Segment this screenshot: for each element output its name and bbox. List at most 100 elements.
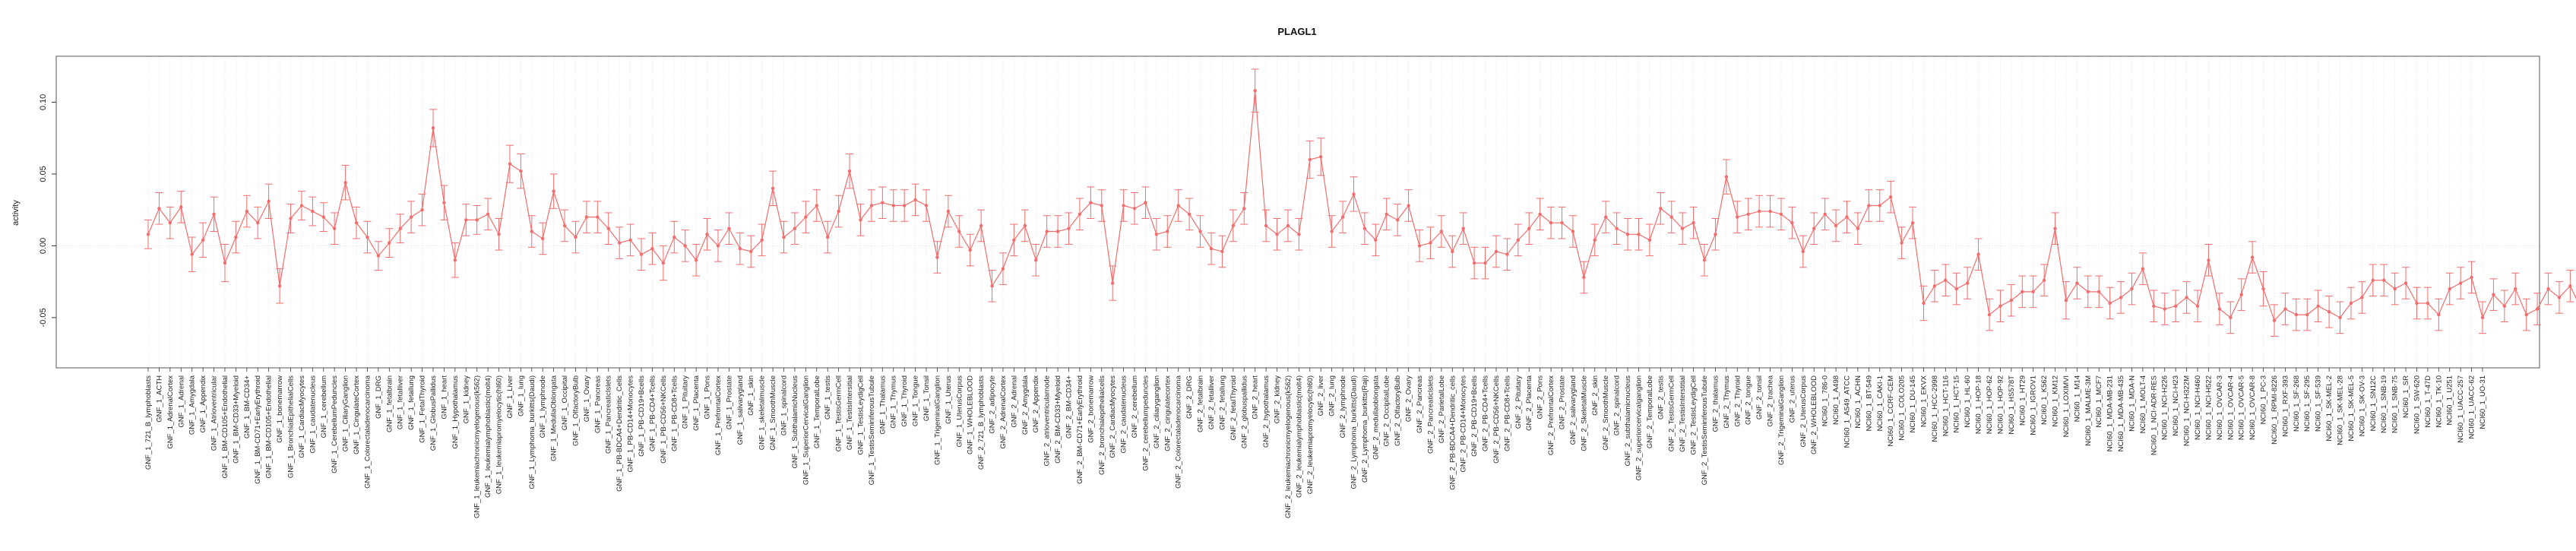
data-point	[541, 236, 545, 241]
x-tick-label: GNF_2_Lymphoma_burkitts(Raji)	[1361, 375, 1369, 483]
data-point	[957, 230, 961, 233]
x-tick-label: NCI60_1_NCI-ADR-RES	[2150, 375, 2158, 455]
y-tick-label: -0.05	[39, 308, 48, 327]
activity-line	[147, 90, 2576, 321]
data-point	[694, 258, 698, 262]
x-tick-label: NCI60_1_MDA-N	[2128, 375, 2136, 432]
data-point	[1461, 226, 1465, 230]
x-tick-label: NCI60_1_NCI-H460	[2194, 375, 2202, 440]
x-tick-label: GNF_2_Pituitary	[1514, 375, 1523, 429]
x-tick-label: GNF_1_Pituitary	[682, 375, 690, 429]
data-point	[2021, 290, 2024, 294]
x-tick-label: GNF_2_Ovary	[1405, 375, 1413, 422]
data-point	[606, 226, 610, 230]
data-point	[968, 248, 972, 252]
x-tick-label: GNF_1_fetalliver	[397, 375, 405, 429]
x-tick-label: NCI60_1_A498	[1832, 375, 1840, 425]
data-point	[1560, 220, 1564, 225]
x-tick-label: GNF_1_leukemialymphoblastic(molt4)	[484, 375, 492, 498]
data-point	[552, 189, 555, 193]
data-point	[1878, 204, 1881, 207]
x-tick-label: GNF_1_Occipital	[561, 375, 569, 430]
x-tick-label: NCI60_1_M14	[2073, 375, 2081, 422]
data-point	[398, 226, 402, 230]
data-point	[2195, 304, 2200, 308]
data-point	[2239, 293, 2243, 296]
x-tick-label: NCI60_1_MDA-MB-435	[2117, 375, 2125, 451]
x-tick-label: GNF_1_TestisIntersitial	[846, 375, 854, 450]
data-point	[442, 201, 446, 204]
data-point	[1176, 204, 1180, 207]
data-point	[2108, 301, 2112, 306]
y-tick-label: 0.10	[39, 94, 48, 110]
x-tick-label: GNF_1_Pons	[704, 375, 712, 420]
data-point	[277, 284, 282, 288]
x-tick-label: NCI60_1_OVCAR-5	[2238, 375, 2246, 440]
data-point	[1429, 241, 1432, 245]
data-point	[815, 204, 818, 207]
x-tick-label: GNF_1_PB-CD4+Tcells	[648, 375, 657, 451]
x-tick-label: GNF_1_TrigeminalGanglion	[933, 375, 941, 465]
x-tick-label: GNF_1_PrefrontalCortex	[714, 375, 723, 455]
y-tick-label: 0.05	[39, 166, 48, 182]
data-point	[1231, 223, 1236, 228]
data-point	[1132, 207, 1137, 211]
data-point	[2426, 301, 2430, 306]
x-tick-label: GNF_2_UterusCorpus	[1799, 375, 1808, 448]
data-point	[1417, 244, 1422, 248]
x-tick-label: GNF_2_leukemiachronicmyelogenous(k562)	[1284, 375, 1293, 518]
x-tick-label: GNF_2_TrigeminalGanglion	[1777, 375, 1786, 465]
x-tick-label: GNF_2_superiorcervicalganglion	[1635, 375, 1643, 480]
data-point	[2415, 301, 2419, 306]
data-point	[267, 199, 271, 204]
data-point	[628, 238, 632, 242]
data-point	[2381, 278, 2386, 282]
x-tick-label: GNF_2_TestisSeminiferousTubule	[1701, 375, 1709, 485]
x-tick-label: GNF_1_Atrioventricular	[210, 375, 219, 451]
data-point	[1702, 258, 1707, 262]
data-point	[409, 215, 413, 219]
data-point	[2557, 296, 2562, 299]
data-point	[2349, 301, 2353, 306]
x-tick-label: NCI60_1_HCC-2998	[1931, 375, 1939, 442]
x-tick-label: GNF_1_Thymus	[890, 375, 898, 429]
data-point	[2152, 304, 2156, 308]
data-point	[1012, 238, 1016, 242]
data-point	[1187, 212, 1191, 217]
x-tick-label: GNF_2_Pons	[1536, 375, 1545, 420]
data-point	[497, 233, 501, 236]
x-tick-label: GNF_2_Amygdala	[1021, 375, 1030, 435]
x-tick-label: GNF_1_Placenta	[692, 375, 701, 431]
x-tick-label: GNF_1_Thalamus	[878, 375, 887, 435]
data-point	[1472, 261, 1476, 265]
data-point	[2261, 287, 2265, 291]
data-point	[1253, 89, 1257, 93]
x-tick-label: NCI60_1_SR	[2402, 375, 2410, 418]
data-point	[1910, 220, 1915, 225]
x-tick-label: GNF_1_OlfactoryBulb	[571, 375, 580, 446]
data-point	[223, 261, 227, 265]
data-point	[354, 220, 359, 225]
data-point	[1746, 212, 1750, 217]
x-tick-label: GNF_2_lung	[1328, 375, 1337, 416]
x-tick-label: NCI60_1_SNB-19	[2380, 375, 2388, 433]
x-tick-label: NCI60_1_SF-539	[2315, 375, 2323, 432]
data-point	[2053, 226, 2057, 230]
data-point	[1615, 226, 1619, 230]
data-point	[332, 226, 337, 230]
data-point	[1527, 226, 1531, 230]
x-tick-label: NCI60_1_HOP-62	[1986, 375, 1994, 434]
data-point	[1965, 281, 1970, 285]
data-point	[2031, 290, 2035, 294]
data-point	[2130, 287, 2134, 291]
data-point	[2448, 287, 2451, 291]
x-tick-label: GNF_1_SmoothMuscle	[769, 375, 777, 451]
x-tick-label: GNF_1_Amygdala	[188, 375, 197, 435]
x-tick-label: GNF_1_fetalbrain	[385, 375, 394, 432]
x-tick-label: GNF_2_TestisInterstitial	[1679, 375, 1687, 452]
x-tick-label: GNF_1_DRG	[375, 375, 383, 419]
data-point	[1922, 301, 1926, 306]
data-point	[2075, 281, 2079, 285]
x-tick-label: GNF_2_TestisGermCell	[1668, 375, 1676, 451]
x-tick-label: GNF_2_BM-CD34+	[1065, 375, 1073, 439]
